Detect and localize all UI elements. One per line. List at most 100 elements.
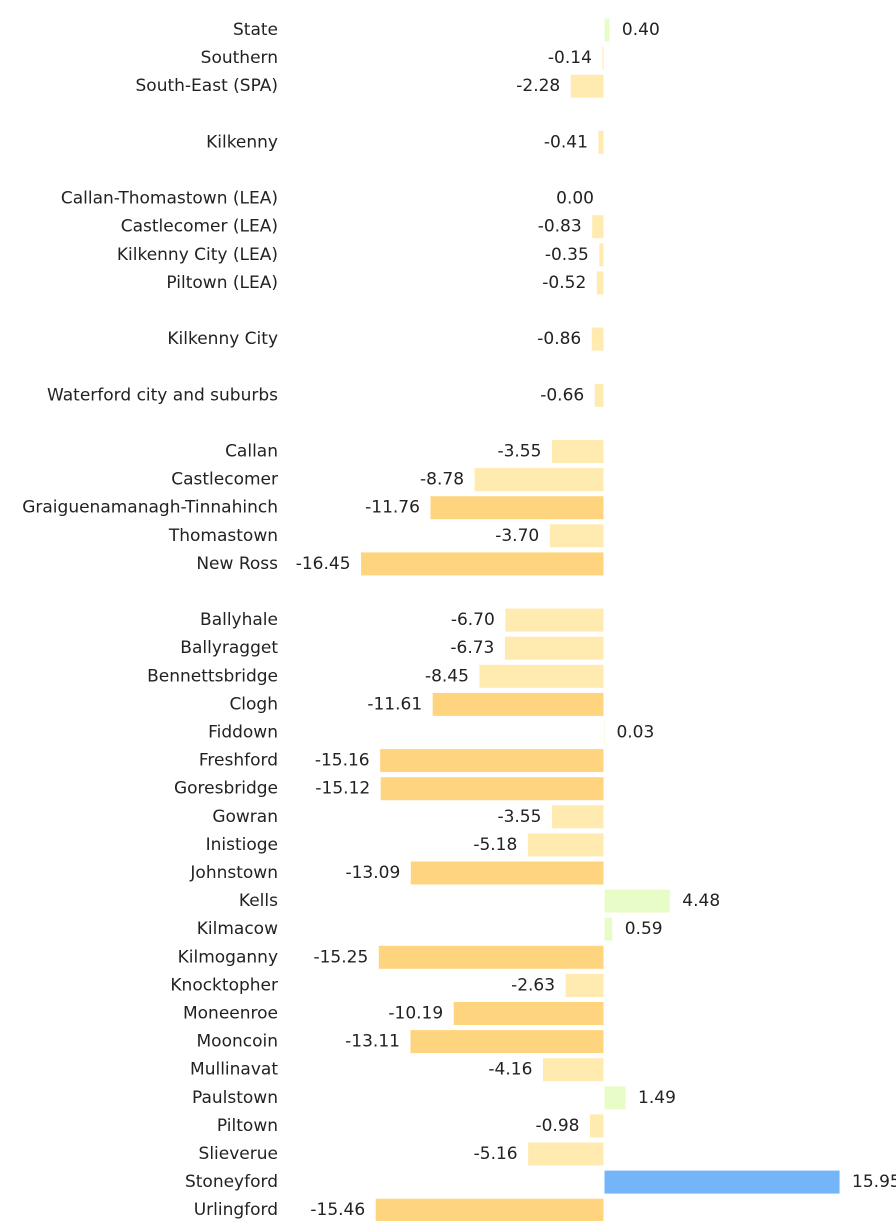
category-label-freshford: Freshford	[199, 751, 278, 771]
category-label-knocktopher: Knocktopher	[170, 975, 278, 995]
value-label-freshford: -15.16	[315, 751, 370, 771]
value-label-piltown: -0.98	[535, 1116, 579, 1136]
bar-state	[603, 17, 611, 43]
category-label-mullinavat: Mullinavat	[190, 1060, 278, 1080]
category-label-castlecomer: Castlecomer	[171, 470, 278, 490]
value-label-moneenroe: -10.19	[388, 1004, 443, 1024]
bar-thomastown	[548, 523, 605, 549]
category-label-kilkenny-city-lea: Kilkenny City (LEA)	[117, 245, 278, 265]
category-label-mooncoin: Mooncoin	[197, 1032, 279, 1052]
bar-johnstown	[409, 860, 605, 886]
value-label-thomastown: -3.70	[495, 526, 539, 546]
bar-kilkenny	[597, 129, 605, 155]
value-label-kilkenny-city-lea: -0.35	[545, 245, 589, 265]
category-label-clogh: Clogh	[229, 694, 278, 714]
bar-kilkenny-city	[590, 326, 605, 352]
category-label-ballyhale: Ballyhale	[200, 610, 278, 630]
bar-clogh	[431, 691, 605, 717]
bar-south-east-spa	[569, 73, 605, 99]
bar-stoneyford	[603, 1169, 841, 1195]
category-label-kells: Kells	[239, 891, 278, 911]
value-label-southern: -0.14	[548, 48, 592, 68]
bar-ballyhale	[504, 607, 605, 633]
value-label-kilmacow: 0.59	[625, 919, 663, 939]
value-label-urlingford: -15.46	[310, 1200, 365, 1220]
value-label-inistioge: -5.18	[473, 835, 517, 855]
category-label-bennettsbridge: Bennettsbridge	[147, 666, 278, 686]
value-label-clogh: -11.61	[367, 694, 422, 714]
category-label-stoneyford: Stoneyford	[185, 1172, 278, 1192]
value-label-kilkenny: -0.41	[544, 132, 588, 152]
category-label-kilmoganny: Kilmoganny	[178, 947, 278, 967]
bar-kilkenny-city-lea	[598, 242, 605, 268]
bar-piltown	[588, 1113, 605, 1139]
value-label-johnstown: -13.09	[345, 863, 400, 883]
category-label-johnstown: Johnstown	[189, 863, 278, 883]
bar-waterford-city-and-suburbs	[593, 382, 605, 408]
bar-goresbridge	[379, 776, 605, 802]
value-labels-group: 0.40 -0.14 -2.28 -0.41 0.00 -0.83 -0.35 -0.52 -0…	[296, 20, 896, 1220]
value-label-south-east-spa: -2.28	[516, 76, 560, 96]
value-label-ballyhale: -6.70	[451, 610, 495, 630]
bar-bennettsbridge	[478, 663, 605, 689]
category-label-state: State	[233, 20, 278, 40]
bar-kilmacow	[603, 916, 614, 942]
category-label-new-ross: New Ross	[196, 554, 278, 574]
category-label-southern: Southern	[201, 48, 278, 68]
category-label-ballyragget: Ballyragget	[180, 638, 278, 658]
category-label-kilmacow: Kilmacow	[197, 919, 278, 939]
bar-castlecomer-lea	[591, 214, 605, 240]
value-label-knocktopher: -2.63	[511, 975, 555, 995]
bar-slieverue	[527, 1141, 605, 1167]
category-label-castlecomer-lea: Castlecomer (LEA)	[121, 217, 278, 237]
value-label-ballyragget: -6.73	[450, 638, 494, 658]
value-label-graiguenamanagh-tinnahinch: -11.76	[365, 498, 420, 518]
value-label-paulstown: 1.49	[638, 1088, 676, 1108]
value-label-stoneyford: 15.95	[852, 1172, 896, 1192]
bar-mullinavat	[541, 1057, 605, 1083]
bar-mooncoin	[409, 1029, 605, 1055]
value-label-mooncoin: -13.11	[345, 1032, 400, 1052]
category-label-graiguenamanagh-tinnahinch: Graiguenamanagh-Tinnahinch	[22, 498, 278, 518]
category-label-piltown-lea: Piltown (LEA)	[166, 273, 278, 293]
bar-gowran	[550, 804, 605, 830]
category-label-moneenroe: Moneenroe	[183, 1004, 278, 1024]
bar-freshford	[379, 748, 605, 774]
bar-fiddown	[603, 720, 606, 745]
value-label-castlecomer-lea: -0.83	[538, 217, 582, 237]
bar-paulstown	[603, 1085, 627, 1111]
bar-kells	[603, 888, 671, 914]
value-label-state: 0.40	[622, 20, 660, 40]
bar-new-ross	[360, 551, 605, 577]
value-label-piltown-lea: -0.52	[542, 273, 586, 293]
value-label-bennettsbridge: -8.45	[425, 666, 469, 686]
category-label-paulstown: Paulstown	[192, 1088, 278, 1108]
bar-castlecomer	[473, 467, 605, 493]
bar-graiguenamanagh-tinnahinch	[429, 495, 605, 521]
bar-kilmoganny	[377, 944, 605, 970]
bar-ballyragget	[503, 635, 605, 661]
value-label-kilmoganny: -15.25	[313, 947, 368, 967]
value-label-slieverue: -5.16	[474, 1144, 518, 1164]
value-label-waterford-city-and-suburbs: -0.66	[540, 385, 584, 405]
bar-urlingford	[374, 1197, 605, 1221]
category-label-callan-thomastown-lea: Callan-Thomastown (LEA)	[61, 189, 278, 209]
value-label-kilkenny-city: -0.86	[537, 329, 581, 349]
category-label-goresbridge: Goresbridge	[174, 779, 278, 799]
category-label-slieverue: Slieverue	[199, 1144, 278, 1164]
bar-moneenroe	[452, 1001, 605, 1026]
category-label-gowran: Gowran	[212, 807, 278, 827]
value-label-kells: 4.48	[682, 891, 720, 911]
value-label-callan: -3.55	[497, 442, 541, 462]
bar-piltown-lea	[595, 270, 605, 296]
category-label-south-east-spa: South-East (SPA)	[136, 76, 278, 96]
value-label-mullinavat: -4.16	[488, 1060, 532, 1080]
category-label-fiddown: Fiddown	[208, 723, 278, 743]
category-label-callan: Callan	[225, 442, 278, 462]
category-label-inistioge: Inistioge	[206, 835, 278, 855]
value-label-fiddown: 0.03	[616, 723, 654, 743]
bar-inistioge	[526, 832, 605, 858]
category-labels-group: State Southern South-East (SPA) Kilkenny Cal…	[22, 20, 278, 1220]
value-label-callan-thomastown-lea: 0.00	[556, 189, 594, 209]
